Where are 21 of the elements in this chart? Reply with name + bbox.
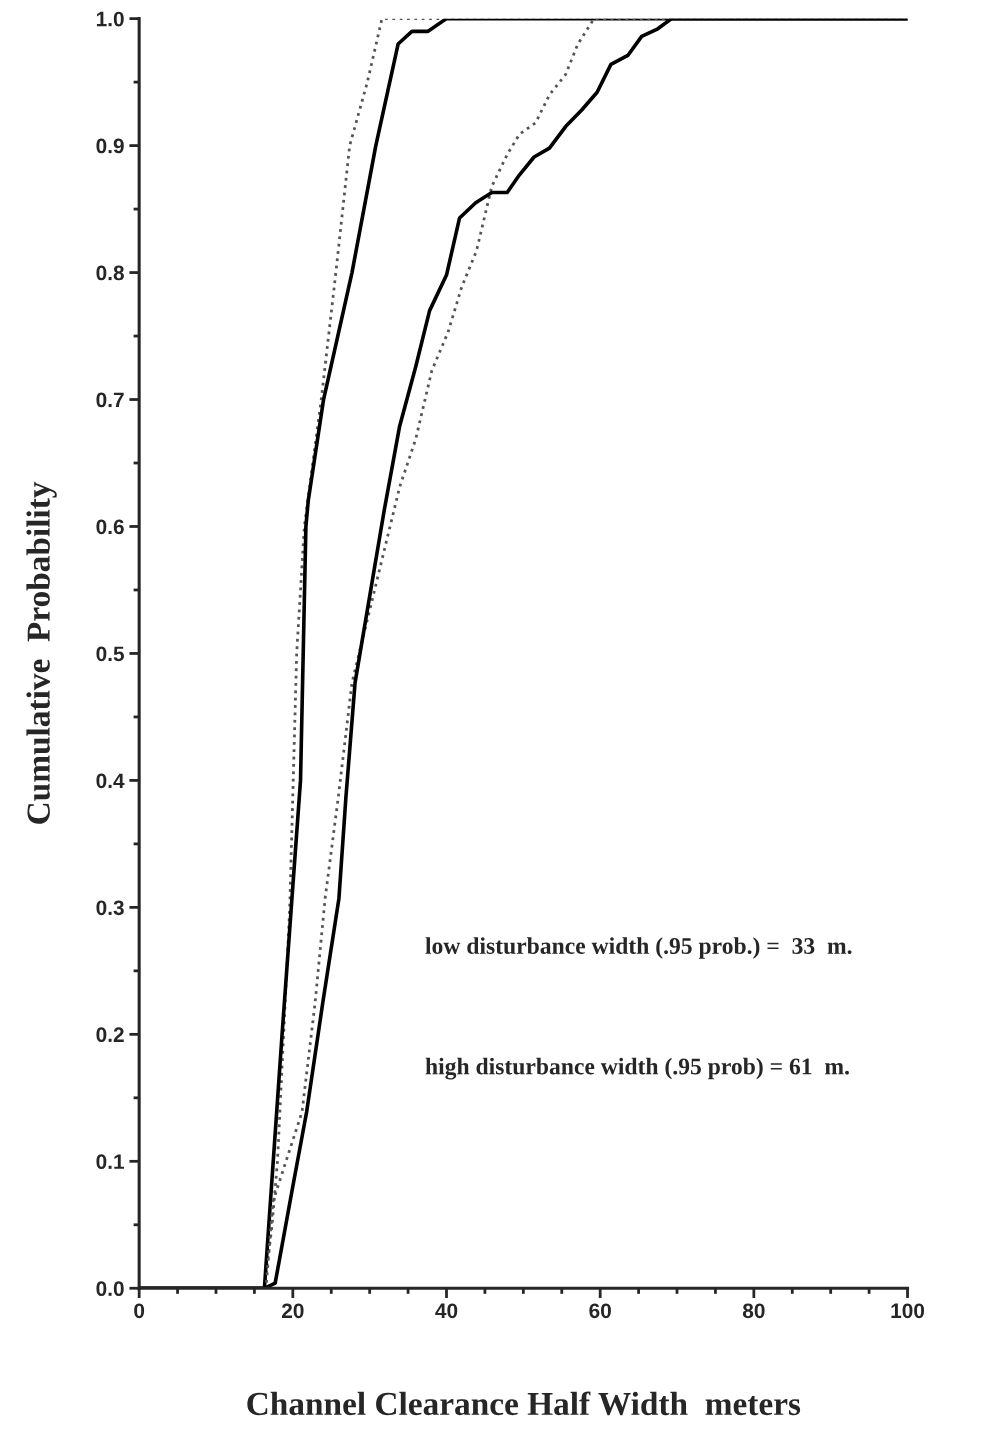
y-tick-label: 0.8: [96, 265, 124, 281]
x-tick-label: 80: [742, 1303, 765, 1319]
x-tick-label: 40: [435, 1303, 458, 1319]
y-axis-title: Cumulative Probability: [26, 481, 57, 824]
y-tick-label: 0.6: [96, 519, 124, 535]
annotation: high disturbance width (.95 prob) = 61 m.: [425, 1057, 849, 1080]
y-tick-label: 0.4: [96, 773, 125, 789]
y-tick-label: 0.7: [96, 392, 124, 408]
y-tick-label: 0.2: [96, 1027, 124, 1043]
x-tick-label: 20: [281, 1303, 304, 1319]
y-tick-label: 0.3: [96, 900, 124, 916]
y-tick-label: 0.1: [96, 1154, 124, 1170]
y-tick-label: 0.5: [96, 646, 124, 662]
y-tick-label: 1.0: [96, 11, 124, 27]
x-tick-label: 0: [134, 1303, 145, 1319]
annotation: low disturbance width (.95 prob.) = 33 m.: [425, 937, 852, 959]
x-tick-label: 100: [891, 1303, 925, 1319]
y-tick-label: 0.0: [96, 1281, 124, 1297]
y-tick-label: 0.9: [96, 138, 124, 154]
x-axis-title: Channel Clearance Half Width meters: [247, 1391, 801, 1416]
x-tick-label: 60: [589, 1303, 611, 1319]
